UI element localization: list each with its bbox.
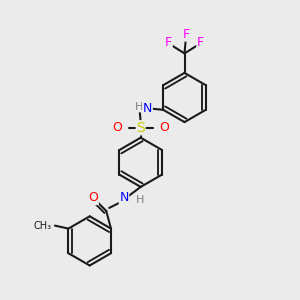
Text: CH₃: CH₃ xyxy=(34,220,52,231)
Text: N: N xyxy=(119,191,129,205)
Text: N: N xyxy=(143,102,152,115)
Text: S: S xyxy=(136,121,145,135)
Text: F: F xyxy=(197,36,204,50)
Text: F: F xyxy=(182,28,190,41)
Text: O: O xyxy=(160,121,170,134)
Text: O: O xyxy=(112,121,122,134)
Text: H: H xyxy=(135,102,144,112)
Text: H: H xyxy=(136,195,144,206)
Text: F: F xyxy=(165,36,172,50)
Text: O: O xyxy=(88,191,98,205)
